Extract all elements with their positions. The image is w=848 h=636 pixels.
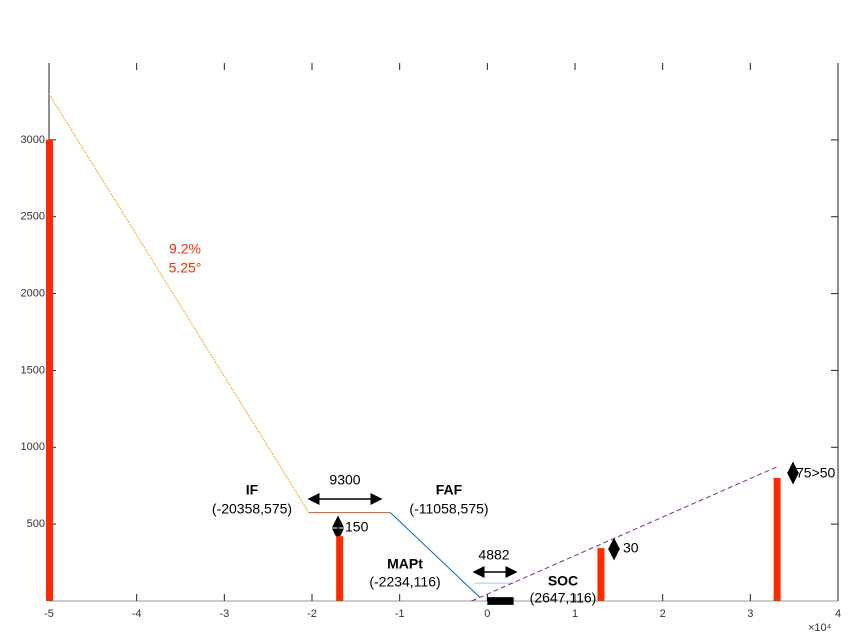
annotation: 75>50 [796, 465, 836, 481]
annotation: 5.25° [169, 260, 202, 276]
x-tick-label: 2 [660, 608, 666, 620]
x-tick-label: 0 [484, 608, 490, 620]
obstacle-bar [46, 139, 53, 601]
annotation: IF [246, 482, 259, 498]
plot [46, 93, 781, 605]
annotation: 9.2% [169, 241, 201, 257]
obstacle-bar [597, 548, 605, 601]
line [48, 93, 310, 513]
annotation: MAPt [387, 556, 423, 572]
obstacle-bar [773, 478, 781, 601]
annotation: 150 [345, 519, 369, 535]
runway [487, 597, 514, 605]
annotation: 4882 [478, 547, 509, 563]
annotation: (-20358,575) [212, 501, 292, 517]
y-tick-label: 1000 [21, 441, 45, 453]
x-tick-label: -1 [395, 608, 405, 620]
y-tick-label: 2500 [21, 211, 45, 223]
x-tick-label: 3 [747, 608, 753, 620]
obstacle-bar [336, 536, 344, 601]
line [471, 465, 779, 602]
annotation: 30 [623, 540, 639, 556]
x-tick-label: 1 [572, 608, 578, 620]
annotation: FAF [436, 482, 463, 498]
axes: -5 -4 -3 -2 -1 0 1 2 3 4 500 1000 1500 2000 2500 3000 [21, 63, 841, 620]
x-tick-label: -4 [132, 608, 142, 620]
annotation: (-2234,116) [369, 574, 440, 590]
y-tick-label: 500 [27, 518, 45, 530]
x-tick-label: 4 [835, 608, 841, 620]
annotation: 9300 [329, 472, 360, 488]
annotation: SOC [548, 573, 578, 589]
y-tick-label: 2000 [21, 287, 45, 299]
y-tick-label: 1500 [21, 364, 45, 376]
x-tick-label: -5 [44, 608, 54, 620]
x-scale-label: ×10⁴ [808, 622, 832, 634]
annotation: (2647,116) [530, 590, 597, 606]
x-tick-label: -2 [307, 608, 317, 620]
annotation: (-11058,575) [409, 501, 488, 517]
line [390, 512, 480, 598]
y-tick-label: 3000 [21, 134, 45, 146]
x-tick-label: -3 [219, 608, 229, 620]
